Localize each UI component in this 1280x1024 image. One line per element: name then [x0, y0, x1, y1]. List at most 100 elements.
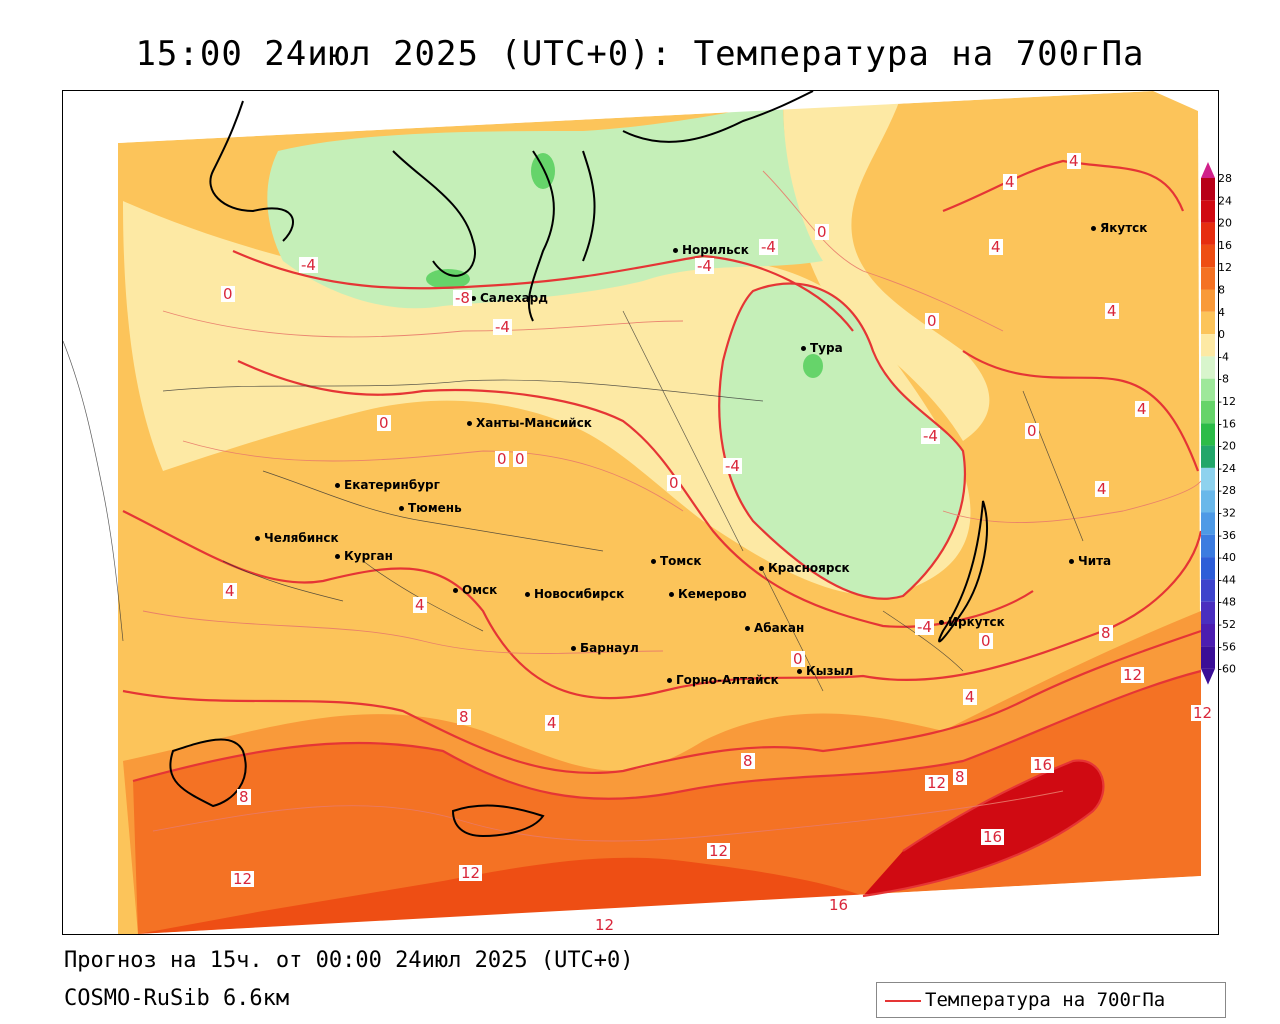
colorbar-tick-label: -40	[1218, 551, 1236, 564]
colorbar-swatch	[1201, 244, 1215, 268]
colorbar-tick-label: 16	[1218, 239, 1232, 252]
contour-label: 4	[1067, 152, 1081, 170]
city-kemerovo: Кемерово	[669, 587, 747, 601]
city-yakutsk: Якутск	[1091, 221, 1147, 235]
colorbar-underflow-arrow	[1201, 668, 1215, 685]
contour-label: -8	[453, 289, 472, 307]
colorbar-tick-label: -44	[1218, 573, 1236, 586]
colorbar-tick-label: 24	[1218, 194, 1232, 207]
colorbar-swatch	[1201, 423, 1215, 446]
colorbar-tick-label: 12	[1218, 261, 1232, 274]
chart-title: 15:00 24июл 2025 (UTC+0): Температура на…	[135, 34, 1145, 74]
city-tura: Тура	[801, 341, 843, 355]
city-yekaterinburg: Екатеринбург	[335, 478, 440, 492]
legend-line-swatch	[885, 1000, 921, 1002]
city-tyumen: Тюмень	[399, 501, 462, 515]
colorbar-tick-label: -60	[1218, 663, 1236, 676]
contour-label: 16	[1031, 756, 1055, 774]
contour-label: -4	[759, 238, 778, 256]
colorbar-tick-label: 0	[1218, 328, 1225, 341]
city-krasnoyarsk: Красноярск	[759, 561, 850, 575]
legend-label: Температура на 700гПа	[925, 989, 1166, 1011]
colorbar-tick-label: -12	[1218, 395, 1236, 408]
colorbar-swatch	[1201, 178, 1215, 201]
colorbar-swatch	[1201, 624, 1215, 647]
temperature-field	[63, 91, 1218, 934]
contour-label: 0	[667, 474, 681, 492]
colorbar-tick-label: -20	[1218, 440, 1236, 453]
city-kurgan: Курган	[335, 549, 393, 563]
colorbar-swatch	[1201, 311, 1215, 335]
colorbar-graphic: 28 24 20 16 12 8 4 0 -4 -8 -12 -16 -20 -24 -28 -32 -36 -4…	[1201, 162, 1236, 685]
contour-label: 4	[223, 582, 237, 600]
contour-label: 4	[545, 714, 559, 732]
contour-label: 8	[237, 788, 251, 806]
colorbar-tick-label: 8	[1218, 284, 1225, 297]
contour-label: 12	[1121, 666, 1145, 684]
city-salekhard: Салехард	[471, 291, 548, 305]
contour-label: 8	[741, 752, 755, 770]
forecast-map: Норильск Якутск Салехард Тура Ханты-Манс…	[62, 90, 1219, 935]
colorbar-swatch	[1201, 534, 1215, 558]
legend: Температура на 700гПа	[876, 982, 1226, 1018]
contour-label: 0	[513, 450, 527, 468]
contour-label: 4	[1135, 400, 1149, 418]
colorbar-swatch	[1201, 579, 1215, 602]
contour-label: -4	[695, 257, 714, 275]
city-irkutsk: Иркутск	[939, 615, 1005, 629]
contour-label: 4	[989, 238, 1003, 256]
city-abakan: Абакан	[745, 621, 804, 635]
contour-label: 0	[815, 223, 829, 241]
colorbar-swatch	[1201, 356, 1215, 379]
contour-label: 4	[1095, 480, 1109, 498]
colorbar-swatch	[1201, 289, 1215, 312]
colorbar-tick-label: -48	[1218, 596, 1236, 609]
colorbar-swatch	[1201, 512, 1215, 535]
contour-label: 16	[981, 828, 1005, 846]
contour-label: -4	[299, 256, 318, 274]
colorbar-swatch	[1201, 222, 1215, 245]
colorbar-tick-label: -56	[1218, 640, 1236, 653]
contour-label: 0	[1025, 422, 1039, 440]
contour-label: 12	[1191, 704, 1215, 722]
contour-label: 0	[495, 450, 509, 468]
contour-label: 4	[963, 688, 977, 706]
colorbar-tick-label: 28	[1218, 172, 1232, 185]
contour-label: 4	[413, 596, 427, 614]
contour-label: 0	[377, 414, 391, 432]
city-novosibirsk: Новосибирск	[525, 587, 624, 601]
colorbar-swatch	[1201, 334, 1215, 357]
contour-label: 8	[1099, 624, 1113, 642]
colorbar-tick-label: 20	[1218, 217, 1232, 230]
colorbar-swatch	[1201, 646, 1215, 669]
city-omsk: Омск	[453, 583, 497, 597]
colorbar-swatch	[1201, 557, 1215, 580]
colorbar-tick-label: -28	[1218, 484, 1236, 497]
contour-label: 12	[459, 864, 483, 882]
contour-label: 0	[979, 632, 993, 650]
city-kyzyl: Кызыл	[797, 664, 853, 678]
colorbar-tick-label: 4	[1218, 306, 1225, 319]
city-chita: Чита	[1069, 554, 1111, 568]
contour-label: 4	[1105, 302, 1119, 320]
colorbar-tick-label: -24	[1218, 462, 1236, 475]
contour-label: 12	[593, 916, 617, 934]
contour-label: 8	[457, 708, 471, 726]
colorbar-tick-label: -16	[1218, 417, 1236, 430]
contour-label: 0	[791, 650, 805, 668]
colorbar-tick-label: -36	[1218, 529, 1236, 542]
contour-label: -4	[493, 318, 512, 336]
colorbar-swatch	[1201, 378, 1215, 401]
contour-label: 12	[925, 774, 949, 792]
colorbar-tick-label: -4	[1218, 350, 1229, 363]
colorbar-tick-label: -52	[1218, 618, 1236, 631]
city-barnaul: Барнаул	[571, 641, 639, 655]
colorbar-swatch	[1201, 401, 1215, 424]
city-norilsk: Норильск	[673, 243, 749, 257]
colorbar-swatch	[1201, 200, 1215, 223]
colorbar-overflow-arrow	[1201, 162, 1215, 178]
colorbar-tick-label: -32	[1218, 507, 1236, 520]
city-gorno-altaysk: Горно-Алтайск	[667, 673, 779, 687]
city-tomsk: Томск	[651, 554, 702, 568]
colorbar-tick-label: -8	[1218, 373, 1229, 386]
